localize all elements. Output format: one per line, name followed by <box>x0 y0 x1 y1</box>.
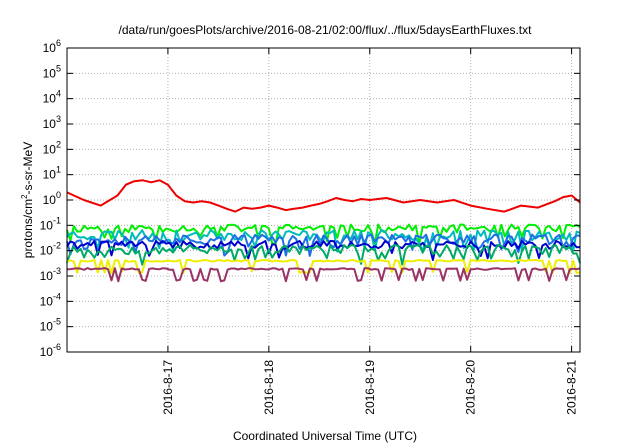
series-line-3 <box>66 229 581 253</box>
y-tick-label: 104 <box>43 89 61 106</box>
y-tick-exp: 2 <box>56 139 61 149</box>
y-tick-label: 100 <box>43 190 61 207</box>
y-tick-base: 10 <box>43 66 57 80</box>
y-tick-label: 105 <box>43 63 61 80</box>
x-axis-label: Coordinated Universal Time (UTC) <box>233 429 417 443</box>
series-line-2 <box>66 223 581 245</box>
y-tick-label: 10-1 <box>40 215 61 232</box>
x-tick-label: 2016-8-18 <box>262 360 276 415</box>
plot-frame <box>66 47 581 353</box>
x-tick-label: 2016-8-19 <box>363 360 377 415</box>
y-tick-label: 10-4 <box>40 291 61 308</box>
y-tick-base: 10 <box>43 41 57 55</box>
y-tick-exp: -2 <box>53 241 61 251</box>
y-tick-label: 10-5 <box>40 317 61 334</box>
series-line-1 <box>66 179 581 213</box>
y-tick-label: 10-6 <box>40 342 61 359</box>
y-axis: 10-610-510-410-310-210-11001011021031041… <box>40 38 580 359</box>
y-tick-exp: 4 <box>56 89 61 99</box>
y-tick-base: 10 <box>43 92 57 106</box>
y-tick-base: 10 <box>40 269 54 283</box>
x-tick-label: 2016-8-17 <box>161 360 175 415</box>
y-tick-label: 103 <box>43 114 61 131</box>
y-tick-base: 10 <box>43 193 57 207</box>
y-tick-label: 10-3 <box>40 266 61 283</box>
series-line-5 <box>66 240 581 261</box>
x-tick-label: 2016-8-21 <box>565 360 579 415</box>
chart-title: /data/run/goesPlots/archive/2016-08-21/0… <box>119 23 533 37</box>
y-tick-base: 10 <box>43 168 57 182</box>
y-tick-label: 106 <box>43 38 61 55</box>
series-layer <box>66 179 581 283</box>
y-tick-base: 10 <box>40 345 54 359</box>
y-tick-exp: -1 <box>53 215 61 225</box>
y-tick-exp: 3 <box>56 114 61 124</box>
y-tick-base: 10 <box>40 320 54 334</box>
y-tick-label: 102 <box>43 139 61 156</box>
series-line-7 <box>66 258 581 275</box>
y-tick-exp: 6 <box>56 38 61 48</box>
y-tick-base: 10 <box>40 244 54 258</box>
x-tick-label: 2016-8-20 <box>464 360 478 415</box>
y-tick-exp: 0 <box>56 190 61 200</box>
y-axis-label-rest: -s-sr-MeV <box>21 142 35 195</box>
y-axis-label-main: protons/cm <box>21 199 35 258</box>
y-tick-base: 10 <box>43 142 57 156</box>
y-tick-base: 10 <box>43 117 57 131</box>
y-axis-label-sup: 2 <box>20 194 29 199</box>
x-axis: 2016-8-17 2016-8-18 2016-8-19 2016-8-20 2016… <box>161 48 579 415</box>
y-tick-label: 101 <box>43 165 61 182</box>
y-tick-base: 10 <box>40 218 54 232</box>
y-tick-exp: -4 <box>53 291 61 301</box>
y-tick-exp: -6 <box>53 342 61 352</box>
y-tick-exp: -3 <box>53 266 61 276</box>
series-line-8 <box>66 267 581 283</box>
y-tick-label: 10-2 <box>40 241 61 258</box>
series-line-4 <box>66 233 581 257</box>
y-tick-base: 10 <box>40 294 54 308</box>
y-tick-exp: 5 <box>56 63 61 73</box>
series-line-6 <box>66 244 581 266</box>
y-tick-exp: -5 <box>53 317 61 327</box>
y-tick-exp: 1 <box>56 165 61 175</box>
grid <box>67 48 580 352</box>
y-axis-label: protons/cm2-s-sr-MeV <box>20 142 35 258</box>
